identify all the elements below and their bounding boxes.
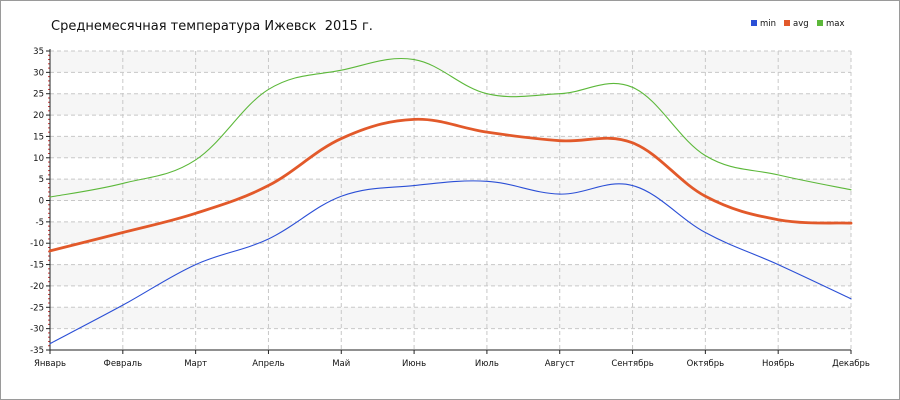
x-tick-label: Апрель [252,359,284,369]
x-tick-label: Сентябрь [611,359,653,369]
y-tick-label: 0 [39,197,44,207]
y-tick-label: -20 [30,282,44,292]
plot-band [50,307,851,329]
x-tick-label: Июль [475,359,499,369]
plot-band [50,221,851,244]
plot-band [50,136,851,158]
x-tick-labels: Январь Февраль Март Апрель Май Июнь Июль Август… [34,359,870,369]
y-tick-labels: -35 -30 -25 -20 -15 -10 -5 0 5 10 15 20 25 30 35 [30,47,44,356]
y-tick-label: 10 [33,154,44,164]
axes [46,49,852,354]
plot-band [50,264,851,286]
y-tick-label: 15 [33,132,44,142]
plot-band [50,51,851,73]
series-line-avg [48,117,853,253]
x-tick-label: Май [332,359,350,369]
y-tick-label: 35 [33,47,44,57]
x-tick-label: Март [184,359,207,369]
x-tick-label: Июнь [402,359,426,369]
x-tick-label: Февраль [104,359,143,369]
series-line-min [49,180,852,345]
x-tick-label: Октябрь [687,359,725,369]
series-lines [48,58,853,345]
legend-swatch-avg [784,20,790,26]
y-tick-label: -10 [30,239,44,249]
x-tick-label: Август [545,359,575,369]
y-tick-label: 30 [33,68,44,78]
legend-swatch-max [817,20,823,26]
x-tick-label: Ноябрь [762,359,794,369]
y-tick-label: -5 [36,218,44,228]
series-line-max [49,58,852,198]
y-tick-label: 25 [33,90,44,100]
legend-label-min: min [760,19,776,29]
legend-label-max: max [826,19,845,29]
y-tick-label: 5 [39,175,44,185]
y-tick-label: -25 [30,303,44,313]
y-tick-label: -15 [30,261,44,271]
y-tick-label: 20 [33,111,44,121]
plot-bands [50,51,851,329]
grid-lines [49,50,852,351]
legend: min avg max [751,19,845,29]
y-tick-label: -35 [30,346,44,356]
plot-band [50,93,851,116]
x-tick-label: Январь [34,359,66,369]
legend-label-avg: avg [793,19,809,29]
y-tick-label: -30 [30,325,44,335]
legend-swatch-min [751,20,757,26]
chart-title: Среднемесячная температура Ижевск 2015 г… [51,19,373,34]
x-tick-label: Декабрь [832,359,870,369]
